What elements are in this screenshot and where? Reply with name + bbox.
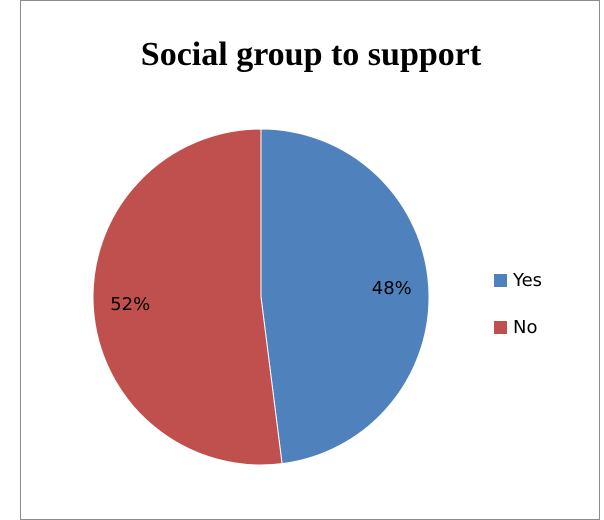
legend-item-no: No (494, 315, 542, 339)
legend-item-yes: Yes (494, 268, 542, 292)
legend-label-no: No (513, 317, 537, 338)
legend-label-yes: Yes (513, 270, 542, 291)
legend-swatch-yes (494, 274, 507, 287)
legend-swatch-no (494, 321, 507, 334)
data-label-no: 52% (110, 294, 150, 315)
data-label-yes: 48% (372, 278, 412, 299)
legend: Yes No (494, 268, 542, 362)
